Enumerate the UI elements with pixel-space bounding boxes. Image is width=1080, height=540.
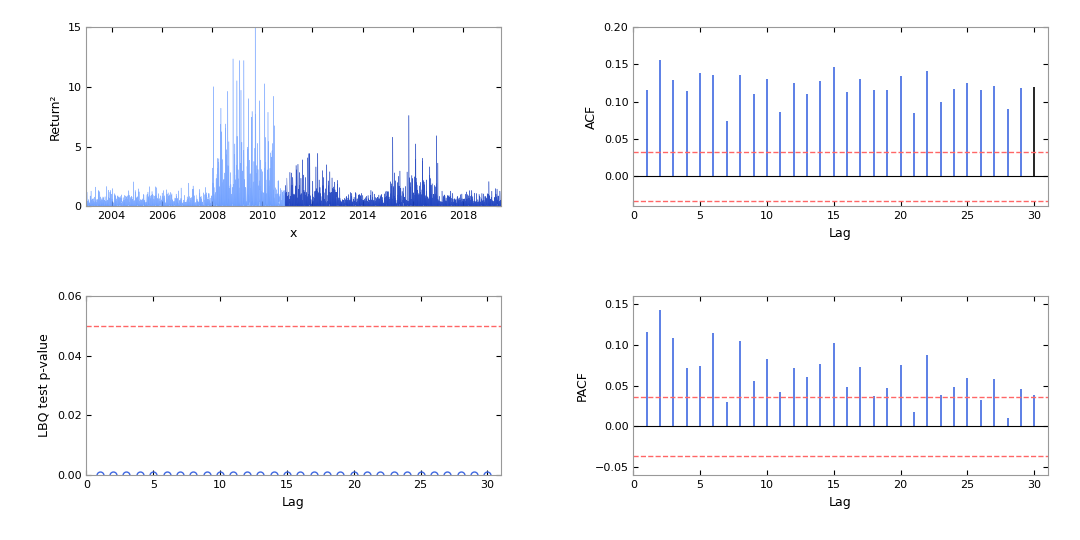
Y-axis label: Return²: Return² bbox=[49, 93, 62, 140]
X-axis label: Lag: Lag bbox=[282, 496, 305, 509]
X-axis label: Lag: Lag bbox=[829, 227, 852, 240]
X-axis label: Lag: Lag bbox=[829, 496, 852, 509]
Y-axis label: ACF: ACF bbox=[585, 105, 598, 129]
Y-axis label: LBQ test p-value: LBQ test p-value bbox=[38, 334, 51, 437]
Y-axis label: PACF: PACF bbox=[576, 370, 589, 401]
X-axis label: x: x bbox=[289, 227, 297, 240]
